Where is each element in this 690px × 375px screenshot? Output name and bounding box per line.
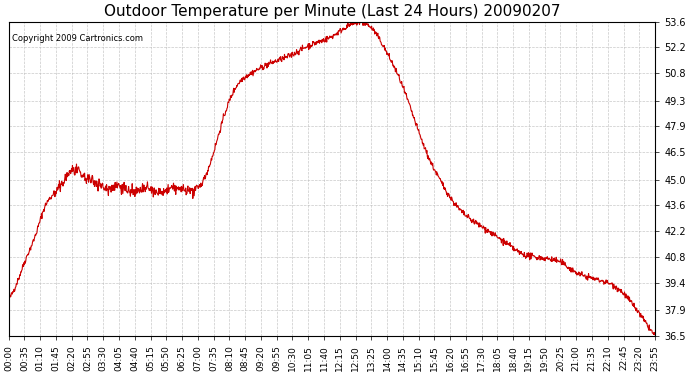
Title: Outdoor Temperature per Minute (Last 24 Hours) 20090207: Outdoor Temperature per Minute (Last 24 …	[104, 4, 560, 19]
Text: Copyright 2009 Cartronics.com: Copyright 2009 Cartronics.com	[12, 34, 143, 43]
